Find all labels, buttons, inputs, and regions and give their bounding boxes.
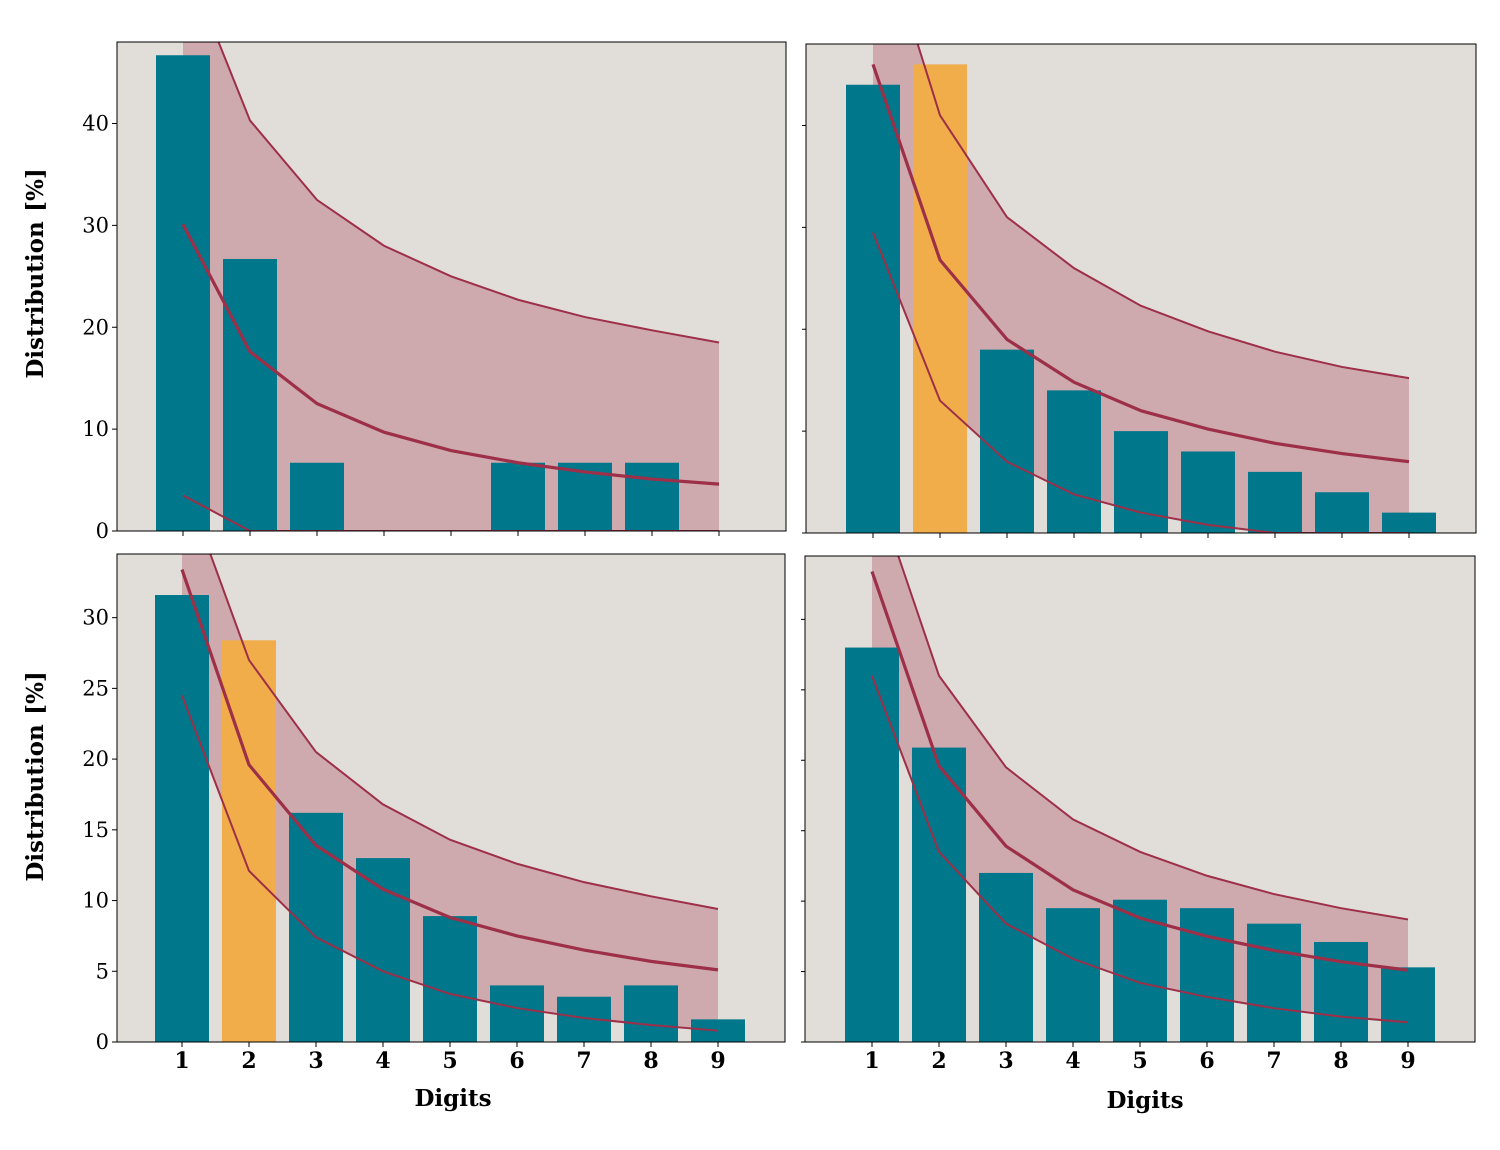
expected-benford-line	[181, 223, 720, 486]
xtick-label: 7	[1266, 1048, 1281, 1074]
bar-digit-4	[1046, 908, 1100, 1042]
xtick-label: 8	[643, 1048, 658, 1074]
ytick-label: 10	[82, 889, 109, 913]
ylabel-unit-top: [%]	[22, 168, 49, 212]
ytick-label: 20	[82, 315, 109, 339]
xtick-label: 6	[509, 1048, 524, 1074]
axes-frame	[116, 553, 786, 1043]
bar-digit-9	[1381, 967, 1435, 1042]
xtick-label: 5	[1132, 1048, 1147, 1074]
bar-digit-2	[223, 258, 277, 531]
xtick-label: 9	[710, 1048, 725, 1074]
bar-digit-2	[913, 64, 967, 533]
ytick-label: 0	[96, 1030, 109, 1054]
xtick-label: 1	[864, 1048, 879, 1074]
bar-digit-1	[845, 647, 899, 1042]
ytick-label: 40	[82, 112, 109, 136]
ytick-label: 5	[96, 959, 109, 983]
band-upper-line	[217, 42, 720, 344]
xtick-label: 8	[1333, 1048, 1348, 1074]
ytick-label: 30	[82, 606, 109, 630]
bar-digit-2	[912, 747, 966, 1042]
plot-area	[156, 42, 720, 531]
ytick-label: 15	[82, 818, 109, 842]
xtick-label: 7	[576, 1048, 591, 1074]
bar-digit-8	[625, 462, 679, 531]
ytick-label: 10	[82, 417, 109, 441]
bar-digit-4	[1047, 390, 1101, 533]
band-upper-line	[916, 44, 1410, 380]
xtick-label: 2	[241, 1048, 256, 1074]
expected-benford-line	[871, 63, 1410, 464]
xtick-label: 4	[375, 1048, 390, 1074]
xtick-label: 3	[308, 1048, 323, 1074]
xtick-label: 5	[442, 1048, 457, 1074]
bar-digit-5	[1113, 899, 1167, 1042]
bar-digit-3	[290, 462, 344, 531]
band-lower-line	[872, 232, 1409, 533]
band-lower-line	[871, 675, 1409, 1024]
xtick-label: 6	[1199, 1048, 1214, 1074]
bar-digit-7	[1248, 471, 1302, 533]
plot-area	[155, 554, 745, 1042]
bar-digit-1	[846, 84, 900, 533]
bar-digit-6	[1180, 908, 1234, 1042]
chart-panel-top-left: 0 10 20 30 40	[82, 41, 787, 543]
chart-panel-top-right	[802, 43, 1477, 538]
ytick-label: 0	[96, 519, 109, 543]
bar-digit-3	[289, 812, 343, 1042]
band-upper-line	[897, 556, 1409, 921]
bar-digit-9	[1382, 512, 1436, 533]
plot-area	[845, 556, 1435, 1042]
xlabel-right: Digits	[1106, 1087, 1183, 1114]
ylabel-bottom: Distribution	[22, 724, 49, 882]
bar-digit-5	[1114, 431, 1168, 533]
bar-digit-7	[1247, 923, 1301, 1042]
xtick-label: 9	[1400, 1048, 1415, 1074]
band-lower-line	[181, 695, 719, 1032]
ylabel-top: Distribution	[22, 221, 49, 379]
bar-digit-6	[491, 462, 545, 531]
bar-digit-6	[490, 985, 544, 1042]
expected-benford-line	[870, 570, 1409, 972]
xtick-label: 2	[931, 1048, 946, 1074]
confidence-band	[183, 42, 719, 531]
ytick-label: 30	[82, 213, 109, 237]
expected-benford-line	[180, 569, 719, 972]
xtick-label: 4	[1065, 1048, 1080, 1074]
ytick-label: 20	[82, 747, 109, 771]
bar-digit-4	[356, 858, 410, 1042]
bar-digit-1	[155, 595, 209, 1042]
bar-digit-6	[1181, 451, 1235, 533]
ytick-label: 25	[82, 676, 109, 700]
bar-digit-8	[1315, 492, 1369, 533]
ylabel-unit-bottom: [%]	[22, 671, 49, 715]
xlabel-left: Digits	[414, 1085, 491, 1112]
xtick-label: 3	[998, 1048, 1013, 1074]
bar-digit-3	[979, 872, 1033, 1042]
bar-digit-3	[980, 349, 1034, 533]
chart-panel-bottom-right: 1 2 3 4 5 6 7 8 9	[801, 555, 1476, 1074]
bar-digit-8	[624, 985, 678, 1042]
band-upper-line	[209, 554, 719, 911]
bar-digit-5	[423, 916, 477, 1042]
bar-digit-2	[222, 640, 276, 1042]
xtick-label: 1	[174, 1048, 189, 1074]
plot-area	[846, 44, 1436, 533]
bar-digit-1	[156, 55, 210, 531]
chart-panel-bottom-left: 0 5 10 15 20 25 30 1 2 3 4 5 6 7 8 9	[82, 553, 786, 1074]
